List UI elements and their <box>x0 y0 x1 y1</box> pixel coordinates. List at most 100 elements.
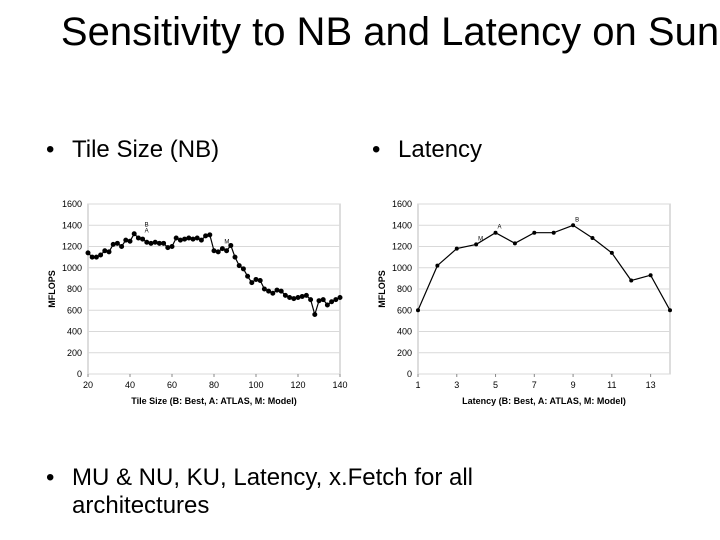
chart-1-data-point <box>648 273 653 278</box>
chart-0-ytick-label: 1000 <box>62 263 82 273</box>
chart-0-ytick-label: 1600 <box>62 199 82 209</box>
chart-1-x-axis-title: Latency (B: Best, A: ATLAS, M: Model) <box>462 396 626 406</box>
chart-1-data-point <box>493 230 498 235</box>
chart-0-data-point <box>93 254 99 260</box>
chart-0-data-point <box>148 240 154 246</box>
chart-0-data-point <box>169 244 175 250</box>
chart-1-data-point <box>551 230 556 235</box>
bullet-tile-size: • Tile Size (NB) <box>46 136 219 164</box>
bullet-text: Tile Size (NB) <box>72 136 220 163</box>
chart-0-xtick-label: 140 <box>332 380 347 390</box>
bullet-latency: • Latency <box>372 136 482 164</box>
chart-0-data-point <box>161 240 167 246</box>
chart-1-xtick-label: 11 <box>607 380 616 390</box>
chart-0-data-point <box>266 288 272 294</box>
chart-0-data-point <box>135 235 141 241</box>
chart-0-data-point <box>253 276 259 282</box>
bullet-text: Latency <box>398 136 483 163</box>
chart-0-xtick-label: 20 <box>83 380 93 390</box>
chart-0-ytick-label: 800 <box>67 284 82 294</box>
chart-0-data-point <box>312 312 318 318</box>
chart-1-data-point <box>667 308 672 313</box>
chart-0-data-point <box>85 250 91 256</box>
chart-0-data-point <box>291 296 297 302</box>
bullet-text: MU & NU, KU, Latency, x.Fetch for all ar… <box>72 464 474 519</box>
chart-0-xtick-label: 100 <box>248 380 263 390</box>
chart-0-data-point <box>245 273 251 279</box>
chart-1-data-point <box>454 246 459 251</box>
chart-0-data-point <box>165 245 171 251</box>
chart-0-xtick-label: 60 <box>167 380 177 390</box>
chart-0-data-point <box>278 288 284 294</box>
chart-0-data-point <box>194 235 200 241</box>
chart-0-data-point <box>287 295 293 301</box>
chart-1-data-point <box>571 223 576 228</box>
chart-0-data-point <box>190 236 196 242</box>
chart-1-xtick-label: 1 <box>415 380 420 390</box>
chart-1-y-axis-title: MFLOPS <box>377 270 387 308</box>
chart-0-ytick-label: 1400 <box>62 220 82 230</box>
chart-0-data-point <box>98 252 104 258</box>
chart-0-data-point <box>329 299 335 305</box>
chart-1-annotation-label: A <box>498 225 502 231</box>
chart-0-data-point <box>89 254 95 260</box>
chart-0-data-point <box>114 240 120 246</box>
chart-1-data-point <box>590 236 595 241</box>
chart-0-annotation-label: B <box>145 223 149 229</box>
chart-1-xtick-label: 13 <box>646 380 656 390</box>
chart-0-data-point <box>299 293 305 299</box>
chart-1-data-point <box>435 263 440 268</box>
chart-0-xtick-label: 120 <box>290 380 305 390</box>
chart-0-data-point <box>261 286 267 292</box>
chart-0-data-point <box>203 233 209 239</box>
chart-1-data-point <box>629 278 634 283</box>
chart-0-ytick-label: 200 <box>67 348 82 358</box>
chart-0-data-point <box>257 278 263 284</box>
bullet-marker: • <box>46 136 55 163</box>
chart-0-data-point <box>219 246 225 252</box>
chart-1-data-point <box>609 250 614 255</box>
chart-0-data-point <box>308 297 314 303</box>
chart-0-annotation-label: M <box>224 240 229 246</box>
chart-1-annotation-label: B <box>575 217 579 223</box>
chart-0-data-point <box>316 298 322 304</box>
chart-1-ytick-label: 600 <box>397 305 412 315</box>
chart-1-ytick-label: 1600 <box>392 199 412 209</box>
chart-1-ytick-label: 1200 <box>392 242 412 252</box>
chart-0-xtick-label: 80 <box>209 380 219 390</box>
chart-1-ytick-label: 200 <box>397 348 412 358</box>
chart-1-data-point <box>512 241 517 246</box>
chart-0-data-point <box>249 280 255 286</box>
chart-0-data-point <box>177 237 183 243</box>
chart-1-xtick-label: 9 <box>571 380 576 390</box>
chart-0-ytick-label: 400 <box>67 327 82 337</box>
chart-0-data-point <box>119 244 125 250</box>
chart-0-data-point <box>186 235 192 241</box>
chart-0-data-point <box>228 242 234 248</box>
chart-0-data-point <box>173 235 179 241</box>
chart-0-data-point <box>102 248 108 254</box>
chart-1-data-point <box>474 242 479 247</box>
chart-0-data-point <box>274 287 280 293</box>
chart-0-data-point <box>152 239 158 245</box>
chart-0-data-point <box>144 239 150 245</box>
chart-0-data-point <box>182 236 188 242</box>
chart-1-ytick-label: 0 <box>407 369 412 379</box>
slide-title: Sensitivity to NB and Latency on Sun <box>60 10 720 54</box>
chart-0-data-point <box>236 263 242 269</box>
bullet-marker: • <box>372 136 381 163</box>
chart-0-data-point <box>320 297 326 303</box>
chart-1-ytick-label: 800 <box>397 284 412 294</box>
chart-0-y-axis-title: MFLOPS <box>47 270 57 308</box>
chart-0-data-point <box>198 237 204 243</box>
chart-1-data-point <box>532 230 537 235</box>
chart-1-series-line <box>417 224 671 311</box>
chart-0-data-point <box>106 249 112 255</box>
chart-0-data-point <box>333 297 339 303</box>
chart-0-data-point <box>324 302 330 308</box>
chart-0-data-point <box>110 241 116 247</box>
chart-1-xtick-label: 5 <box>493 380 498 390</box>
chart-1-xtick-label: 3 <box>454 380 459 390</box>
chart-0-annotation-label: A <box>145 228 149 234</box>
